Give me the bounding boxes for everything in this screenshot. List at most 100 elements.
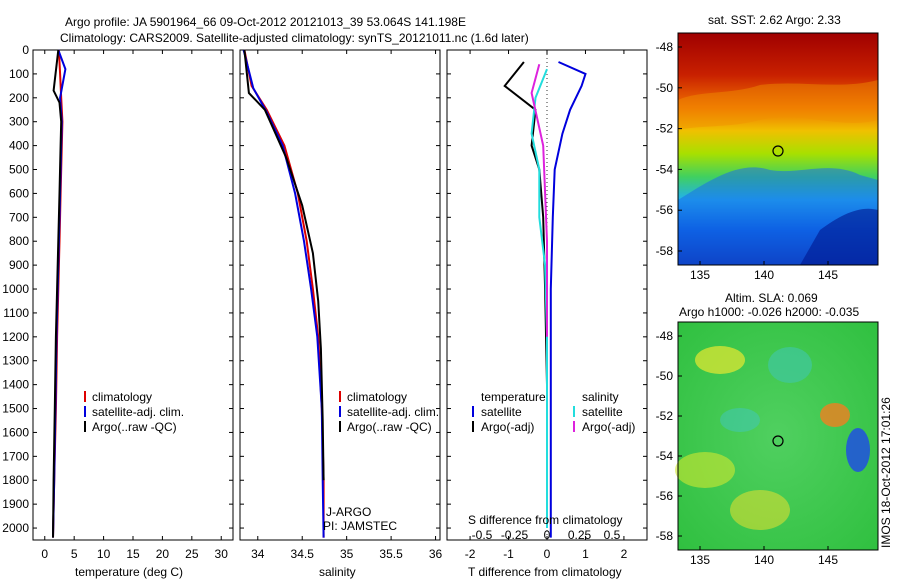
legend-swatch-satellite bbox=[339, 406, 341, 417]
sst-map-frame bbox=[677, 32, 879, 266]
lon-tick-label: 140 bbox=[754, 268, 774, 282]
salinity-depth-ticks bbox=[240, 49, 440, 529]
legend-label-temp-argo: Argo(-adj) bbox=[481, 420, 534, 434]
imos-timestamp: IMOS 18-Oct-2012 17:01:26 bbox=[879, 397, 893, 548]
depth-tick-label: 300 bbox=[9, 115, 29, 129]
lat-tick-label: -52 bbox=[656, 122, 674, 136]
series-line-salinity-argo-adj- bbox=[530, 64, 548, 337]
figure-title-line1: Argo profile: JA 5901964_66 09-Oct-2012 … bbox=[65, 15, 466, 29]
salinity-axis-ticks: 34 34.5 35 35.5 36 bbox=[251, 50, 443, 561]
temperature-axis-ticks: 0 5 10 15 20 25 30 bbox=[41, 50, 228, 561]
difference-axis-ticks: -2 -1 0 1 2 bbox=[465, 50, 628, 561]
depth-tick-label: 1300 bbox=[2, 354, 29, 368]
depth-tick-label: 700 bbox=[9, 210, 29, 224]
sst-argo-marker bbox=[772, 145, 784, 157]
s-tick-label: 0.5 bbox=[604, 528, 621, 542]
sla-eddy bbox=[846, 428, 870, 472]
sla-eddy bbox=[720, 408, 760, 432]
salinity-lines bbox=[242, 49, 325, 538]
sla-argo-marker bbox=[772, 435, 784, 447]
x-tick-label: -2 bbox=[465, 547, 476, 561]
x-tick-label: -1 bbox=[503, 547, 514, 561]
depth-tick-label: 1400 bbox=[2, 378, 29, 392]
s-tick-label: -0.25 bbox=[501, 528, 529, 542]
legend-swatch-argo bbox=[339, 421, 341, 432]
legend-label-argo: Argo(..raw -QC) bbox=[92, 420, 177, 434]
series-line-argo-raw-qc- bbox=[52, 49, 63, 538]
legend-label-sal-satellite: satellite bbox=[582, 405, 623, 419]
sla-lat-ticks: -48 -50 -52 -54 -56 -58 bbox=[656, 329, 682, 543]
x-tick-label: 0 bbox=[544, 547, 551, 561]
x-tick-label: 30 bbox=[215, 547, 229, 561]
sla-eddy bbox=[820, 403, 850, 427]
x-tick-label: 5 bbox=[71, 547, 78, 561]
sla-eddy bbox=[675, 452, 735, 488]
legend-swatch-sal-satellite bbox=[573, 406, 575, 417]
temperature-axes bbox=[32, 49, 234, 541]
legend-label-satellite: satellite-adj. clim. bbox=[347, 405, 439, 419]
difference-legend: temperature salinity satellite Argo(-adj… bbox=[472, 390, 635, 434]
sst-lon-ticks: 135 140 145 bbox=[690, 261, 838, 282]
x-tick-label: 20 bbox=[156, 547, 170, 561]
sst-warm-band bbox=[678, 80, 878, 130]
sst-map-title: sat. SST: 2.62 Argo: 2.33 bbox=[708, 13, 841, 27]
legend-label-climatology: climatology bbox=[347, 390, 407, 404]
lon-tick-label: 145 bbox=[818, 268, 838, 282]
depth-tick-label: 800 bbox=[9, 234, 29, 248]
salinity-difference-ticks: -0.5 -0.25 0 0.25 0.5 bbox=[472, 528, 621, 542]
x-tick-label: 35 bbox=[340, 547, 354, 561]
legend-swatch-climatology bbox=[84, 391, 86, 402]
legend-label-satellite: satellite-adj. clim. bbox=[92, 405, 184, 419]
depth-tick-label: 1700 bbox=[2, 449, 29, 463]
salinity-note-program: J-ARGO bbox=[326, 505, 371, 519]
legend-swatch-argo bbox=[84, 421, 86, 432]
depth-tick-label: 0 bbox=[22, 43, 29, 57]
temperature-panel: 0100200300400500600700800900100011001200… bbox=[2, 43, 234, 579]
sst-lat-ticks: -48 -50 -52 -54 -56 -58 bbox=[656, 40, 682, 258]
legend-label-temp-satellite: satellite bbox=[481, 405, 522, 419]
depth-axis-ticks: 0 100 200 300 400 500 600 700 800 900 1000 1100 1200… bbox=[2, 43, 233, 535]
legend-label-argo: Argo(..raw -QC) bbox=[347, 420, 432, 434]
series-line-salinity-satellite bbox=[530, 68, 548, 528]
depth-tick-label: 1200 bbox=[2, 330, 29, 344]
difference-depth-ticks bbox=[447, 49, 647, 529]
depth-tick-label: 500 bbox=[9, 163, 29, 177]
figure-title-line2: Climatology: CARS2009. Satellite-adjuste… bbox=[60, 31, 529, 45]
salinity-panel: 34 34.5 35 35.5 36 salinity climatology sate… bbox=[239, 49, 443, 579]
sst-map: sat. SST: 2.62 Argo: 2.33 -48 -50 -52 -54 -5… bbox=[656, 13, 879, 282]
difference-xlabel: T difference from climatology bbox=[468, 565, 622, 579]
lat-tick-label: -48 bbox=[656, 329, 674, 343]
lon-tick-label: 145 bbox=[818, 553, 838, 567]
lat-tick-label: -48 bbox=[656, 40, 674, 54]
x-tick-label: 35.5 bbox=[379, 547, 403, 561]
lat-tick-label: -58 bbox=[656, 244, 674, 258]
x-tick-label: 36 bbox=[429, 547, 443, 561]
x-tick-label: 25 bbox=[185, 547, 199, 561]
legend-swatch-climatology bbox=[339, 391, 341, 402]
lon-tick-label: 135 bbox=[690, 268, 710, 282]
s-tick-label: -0.5 bbox=[472, 528, 493, 542]
lat-tick-label: -58 bbox=[656, 529, 674, 543]
s-tick-label: 0 bbox=[544, 528, 551, 542]
depth-tick-label: 1500 bbox=[2, 402, 29, 416]
salinity-legend: climatology satellite-adj. clim. Argo(..… bbox=[339, 390, 439, 434]
sla-lon-ticks: 135 140 145 bbox=[690, 546, 838, 567]
salinity-xlabel: salinity bbox=[319, 565, 356, 579]
sst-deep-cold bbox=[800, 208, 878, 265]
legend-label-sal-argo: Argo(-adj) bbox=[582, 420, 635, 434]
difference-panel: -2 -1 0 1 2 T difference from climatology S … bbox=[446, 49, 648, 579]
depth-tick-label: 400 bbox=[9, 139, 29, 153]
x-tick-label: 10 bbox=[97, 547, 111, 561]
legend-swatch-temp-satellite bbox=[472, 406, 474, 417]
salinity-note-pi: PI: JAMSTEC bbox=[323, 519, 397, 533]
lon-tick-label: 140 bbox=[754, 553, 774, 567]
legend-swatch-temp-argo bbox=[472, 421, 474, 432]
difference-salinity-label: S difference from climatology bbox=[468, 513, 623, 527]
legend-swatch-satellite bbox=[84, 406, 86, 417]
lat-tick-label: -50 bbox=[656, 369, 674, 383]
x-tick-label: 1 bbox=[582, 547, 589, 561]
temperature-lines bbox=[52, 49, 67, 538]
sla-eddy bbox=[768, 347, 812, 383]
x-tick-label: 15 bbox=[126, 547, 140, 561]
